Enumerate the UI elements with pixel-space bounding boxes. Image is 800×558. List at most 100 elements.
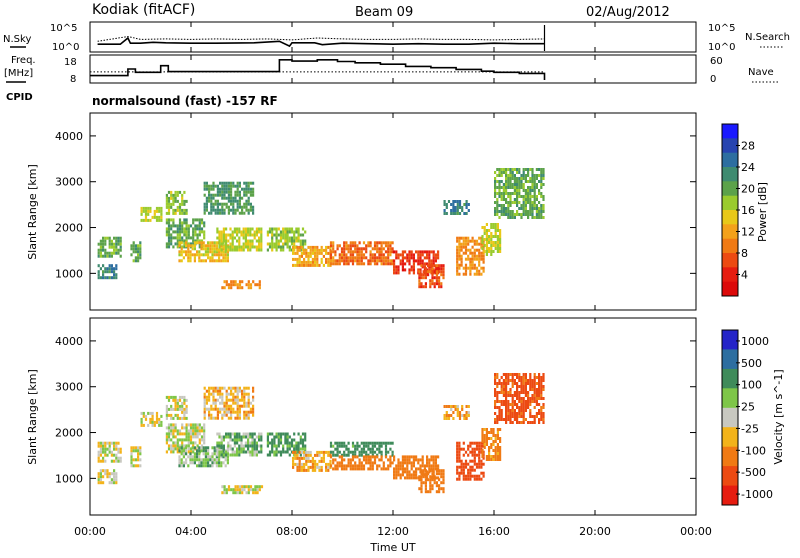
power-colorbar-label: Power [dB] [756,182,769,242]
colorbar-swatch [722,124,738,139]
heatmap-region-18 [494,373,545,424]
colorbar-swatch [722,181,738,197]
colorbar-tick-label: 25 [741,401,755,414]
ytick-label: 2000 [55,222,83,235]
heatmap-region-16 [481,223,502,256]
heatmap-region-7 [203,181,255,215]
power-axes: 1000 2000 3000 4000 [55,130,696,280]
colorbar-swatch [722,253,738,268]
ytick-label: 2000 [55,427,83,440]
heatmap-region-8 [216,432,263,457]
x-axis-label: Time UT [369,541,415,554]
colorbar-swatch [722,427,738,448]
colorbar-tick-label: 16 [741,204,755,217]
ytick-label: 4000 [55,130,83,143]
freq-tick-left-top: 18 [64,57,77,68]
xtick-label: 08:00 [276,525,308,538]
colorbar-swatch [722,466,738,486]
noise-series-nsky [97,36,545,48]
ytick-label: 3000 [55,176,83,189]
xtick-label: 16:00 [478,525,510,538]
heatmap-region-1 [97,469,118,485]
velocity-panel-frame [89,317,697,516]
colorbar-tick-label: 28 [741,140,755,153]
heatmap-region-7 [203,386,255,420]
noise-series-nsearch [97,35,545,42]
colorbar-swatch [722,281,738,297]
noise-series [97,25,546,51]
power-panel: 1000 2000 3000 4000 Slant Range [km] [26,112,697,311]
freq-series [90,58,546,80]
date-label: 02/Aug/2012 [586,5,670,20]
colorbar-swatch [722,152,738,168]
freq-tick-right-bottom: 0 [710,74,716,85]
colorbar-swatch [722,238,738,254]
ytick-label: 1000 [55,267,83,280]
xtick-label: 12:00 [377,525,409,538]
colorbar-swatch [722,195,738,211]
heatmap-region-4 [165,395,188,420]
noise-tick-right-bottom: 10^0 [708,42,735,53]
noise-tick-left-top: 10^5 [50,23,77,34]
heatmap-region-14 [418,264,445,289]
heatmap-region-3 [140,206,163,222]
nave-label: Nave [748,67,774,78]
ytick-label: 4000 [55,335,83,348]
velocity-colorbar: 1000 500 100 25 -25 -100 -500 -1000 Velocity [m… [721,329,785,506]
frequency-series [90,58,546,80]
station-title: Kodiak (fitACF) [92,2,195,18]
heatmap-region-1 [97,264,118,280]
power-colorbar: 4 8 12 16 20 24 28 Power [dB] [721,123,769,297]
heatmap-region-0 [97,441,122,463]
colorbar-swatch [722,407,738,428]
heatmap-region-0 [97,236,122,258]
colorbar-swatch [722,167,738,182]
velocity-colorbar-swatches: 1000 500 100 25 -25 -100 -500 -1000 [722,330,773,506]
colorbar-swatch [722,485,738,506]
freq-label: Freq. [11,55,36,66]
heatmap-region-17 [494,168,545,219]
heatmap-region-3 [140,411,163,427]
heatmap-region-12 [329,441,394,457]
xtick-label: 04:00 [175,525,207,538]
heatmap-region-2 [130,241,142,263]
colorbar-swatch [722,267,738,283]
heatmap-region-11 [292,450,332,472]
velocity-panel: 1000 2000 3000 4000 Slant Range [km] [26,317,697,516]
colorbar-swatch [722,368,738,389]
heatmap-region-12 [329,241,394,266]
freq-tick-left-bottom: 8 [70,74,76,85]
cpid-label: CPID [6,92,33,103]
velocity-heatmap [97,373,545,495]
heatmap-region-15 [418,469,445,494]
heatmap-region-4 [165,190,188,215]
heatmap-region-19 [443,405,470,420]
freq-tick-right-top: 60 [710,56,723,67]
colorbar-tick-label: 12 [741,226,755,239]
colorbar-swatch [722,224,738,240]
colorbar-tick-label: 8 [741,247,748,260]
velocity-ylabel: Slant Range [km] [26,369,39,465]
colorbar-tick-label: 4 [741,269,748,282]
noise-tick-right-top: 10^5 [708,23,735,34]
velocity-axes: 1000 2000 3000 4000 [55,335,696,485]
heatmap-region-5 [165,423,206,454]
heatmap-region-14 [393,455,440,480]
nsky-label: N.Sky [3,34,31,45]
colorbar-tick-label: -25 [741,422,759,435]
noise-tick-left-bottom: 10^0 [52,42,79,53]
power-ylabel: Slant Range [km] [26,164,39,260]
colorbar-tick-label: 24 [741,161,755,174]
colorbar-tick-label: -500 [741,466,766,479]
heatmap-region-18 [443,200,470,215]
heatmap-region-13 [329,455,394,471]
heatmap-region-13 [393,250,440,275]
heatmap-region-17 [481,428,502,461]
beam-label: Beam 09 [355,5,413,20]
heatmap-region-9 [221,485,264,495]
xtick-label: 00:00 [74,525,106,538]
colorbar-swatch [722,210,738,225]
nsearch-label: N.Search [745,32,790,43]
